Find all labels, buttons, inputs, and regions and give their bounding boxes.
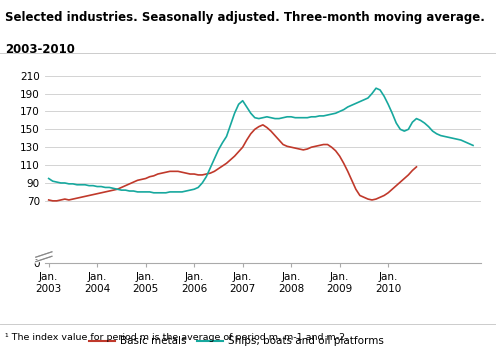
Text: Selected industries. Seasonally adjusted. Three-month moving average.: Selected industries. Seasonally adjusted…: [5, 11, 485, 24]
Text: 2003-2010: 2003-2010: [5, 43, 75, 56]
Text: ¹ The index value for period m is the average of period m, m-1 and m-2.: ¹ The index value for period m is the av…: [5, 333, 348, 342]
Legend: Basic metals, Ships, boats and oil platforms: Basic metals, Ships, boats and oil platf…: [85, 332, 388, 350]
